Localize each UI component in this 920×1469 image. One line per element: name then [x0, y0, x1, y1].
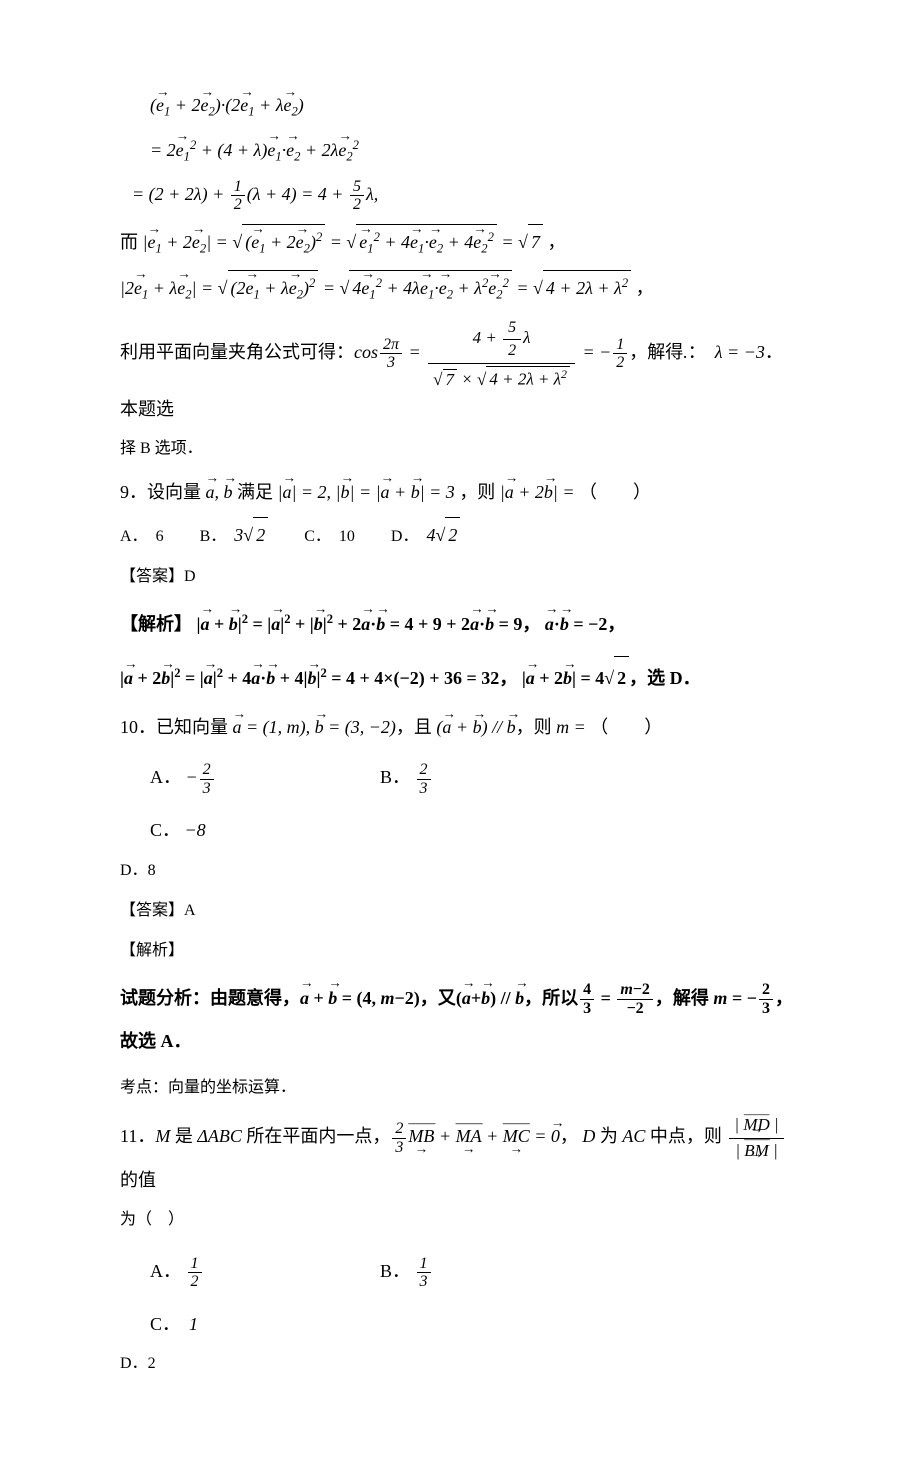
eq-line3: = (2 + 2λ) + 12(λ + 4) = 4 + 52λ,	[132, 177, 800, 214]
q9-optA: A． 6	[120, 528, 164, 545]
eq-line1: (e→1 + 2e→2)·(2e→1 + λe→2)	[150, 88, 800, 125]
q10-analysis-label: 【解析】	[120, 936, 800, 966]
q9-answer: 【答案】D	[120, 562, 800, 592]
q11-options-row1: A． 12 B． 13 C． 1	[150, 1246, 800, 1349]
q11-stem2: 为（ ）	[120, 1205, 800, 1235]
q10-stem: 10．已知向量 a→ = (1, m), b→ = (3, −2)，且 (a→ …	[120, 710, 800, 744]
q10-answer: 【答案】A	[120, 896, 800, 926]
q10-optA: A． −23	[150, 760, 350, 797]
q9-optB: B． 32	[200, 528, 269, 545]
q9-analysis1: 【解析】 |a→ + b→|2 = |a→|2 + |b→|2 + 2a→·b→…	[120, 603, 800, 646]
q11-optC: C． 1	[150, 1307, 350, 1341]
eq-block: (e→1 + 2e→2)·(2e→1 + λe→2) = 2e→12 + (4 …	[120, 88, 800, 214]
q11-stem: 11．M 是 ΔABC 所在平面内一点，23MB——→ + MA——→ + MC…	[120, 1113, 800, 1197]
eq-line2: = 2e→12 + (4 + λ)e→1·e→2 + 2λe→22	[150, 133, 800, 170]
q9-optC: C． 10	[304, 528, 355, 545]
q9-stem: 9．设向量 a→, b→ 满足 |a→| = 2, |b→| = |a→ + b…	[120, 475, 800, 509]
q11-optB: B． 13	[380, 1254, 580, 1291]
q10-optC: C． −8	[150, 813, 350, 847]
q9-optD: D． 42	[391, 528, 460, 545]
q11-optA: A． 12	[150, 1254, 350, 1291]
eq-line5: |2e→1 + λe→2| = (2e→1 + λe→2)2 = 4e→12 +…	[120, 270, 800, 308]
q10-point: 考点：向量的坐标运算．	[120, 1073, 800, 1103]
q9-options: A． 6 B． 32 C． 10 D． 42	[120, 517, 800, 552]
q10-analysis: 试题分析：由题意得，a→ + b→ = (4, m−2)，又(a→+b→) //…	[120, 977, 800, 1063]
q10-optD: D．8	[120, 856, 800, 886]
q11-optD: D．2	[120, 1349, 800, 1379]
eq-line4: 而 |e→1 + 2e→2| = (e→1 + 2e→2)2 = e→12 + …	[120, 224, 800, 262]
q9-analysis2: |a→ + 2b→|2 = |a→|2 + 4a→·b→ + 4|b→|2 = …	[120, 656, 800, 700]
eq-line6: 利用平面向量夹角公式可得：cos2π3 = 4 + 52λ 7 × 4 + 2λ…	[120, 315, 800, 426]
q10-options-row1: A． −23 B． 23 C． −8	[150, 752, 800, 855]
q10-optB: B． 23	[380, 760, 580, 797]
eq-line7: 择 B 选项．	[120, 434, 800, 464]
